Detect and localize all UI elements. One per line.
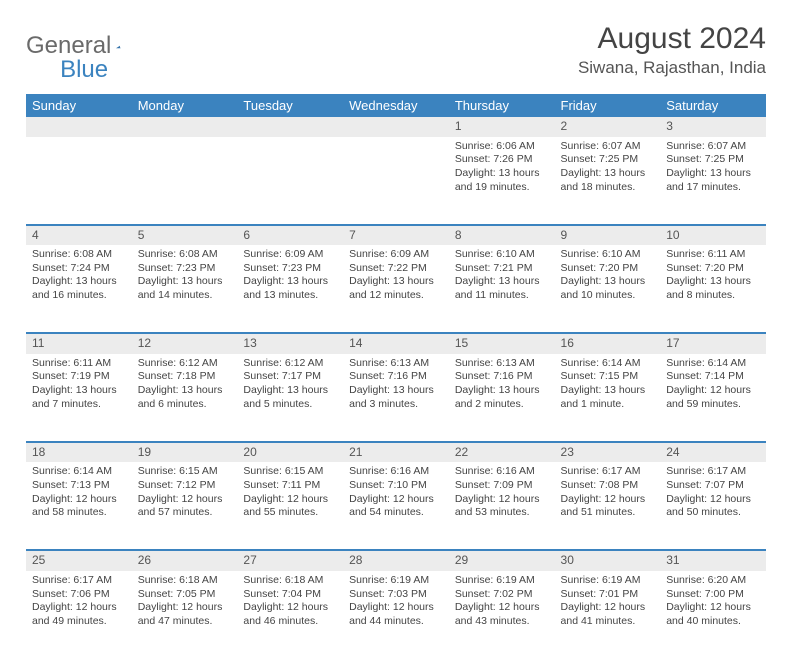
day-info: Sunrise: 6:15 AMSunset: 7:11 PMDaylight:…: [237, 462, 343, 550]
day-number: [132, 117, 238, 137]
day-number: 10: [660, 225, 766, 246]
brand-triangle-icon: [116, 38, 121, 56]
day-info: Sunrise: 6:09 AMSunset: 7:23 PMDaylight:…: [237, 245, 343, 333]
daynum-row: 45678910: [26, 225, 766, 246]
day-number: 18: [26, 442, 132, 463]
day-number: [343, 117, 449, 137]
day-info: Sunrise: 6:18 AMSunset: 7:05 PMDaylight:…: [132, 571, 238, 659]
day-number: 12: [132, 333, 238, 354]
col-friday: Friday: [555, 94, 661, 117]
day-number: 4: [26, 225, 132, 246]
day-info: Sunrise: 6:14 AMSunset: 7:15 PMDaylight:…: [555, 354, 661, 442]
day-info: Sunrise: 6:16 AMSunset: 7:10 PMDaylight:…: [343, 462, 449, 550]
day-info: Sunrise: 6:10 AMSunset: 7:20 PMDaylight:…: [555, 245, 661, 333]
day-info: Sunrise: 6:12 AMSunset: 7:18 PMDaylight:…: [132, 354, 238, 442]
day-info: Sunrise: 6:06 AMSunset: 7:26 PMDaylight:…: [449, 137, 555, 225]
day-number: 14: [343, 333, 449, 354]
day-number: 8: [449, 225, 555, 246]
day-number: 22: [449, 442, 555, 463]
day-number: 16: [555, 333, 661, 354]
day-info: Sunrise: 6:07 AMSunset: 7:25 PMDaylight:…: [555, 137, 661, 225]
day-number: [26, 117, 132, 137]
col-sunday: Sunday: [26, 94, 132, 117]
location-label: Siwana, Rajasthan, India: [578, 58, 766, 78]
day-info: Sunrise: 6:16 AMSunset: 7:09 PMDaylight:…: [449, 462, 555, 550]
day-info: Sunrise: 6:19 AMSunset: 7:02 PMDaylight:…: [449, 571, 555, 659]
day-number: 13: [237, 333, 343, 354]
day-info-row: Sunrise: 6:17 AMSunset: 7:06 PMDaylight:…: [26, 571, 766, 659]
day-info: [237, 137, 343, 225]
day-info: Sunrise: 6:09 AMSunset: 7:22 PMDaylight:…: [343, 245, 449, 333]
day-number: 21: [343, 442, 449, 463]
day-info-row: Sunrise: 6:08 AMSunset: 7:24 PMDaylight:…: [26, 245, 766, 333]
day-number: 24: [660, 442, 766, 463]
day-info: Sunrise: 6:19 AMSunset: 7:01 PMDaylight:…: [555, 571, 661, 659]
daynum-row: 18192021222324: [26, 442, 766, 463]
day-number: 17: [660, 333, 766, 354]
day-info-row: Sunrise: 6:11 AMSunset: 7:19 PMDaylight:…: [26, 354, 766, 442]
brand-logo: General: [26, 22, 145, 60]
day-info: Sunrise: 6:17 AMSunset: 7:07 PMDaylight:…: [660, 462, 766, 550]
day-number: 7: [343, 225, 449, 246]
day-number: 28: [343, 550, 449, 571]
day-number: 26: [132, 550, 238, 571]
day-info: Sunrise: 6:17 AMSunset: 7:06 PMDaylight:…: [26, 571, 132, 659]
day-number: 6: [237, 225, 343, 246]
day-info: Sunrise: 6:14 AMSunset: 7:13 PMDaylight:…: [26, 462, 132, 550]
day-info: Sunrise: 6:08 AMSunset: 7:24 PMDaylight:…: [26, 245, 132, 333]
day-info: Sunrise: 6:17 AMSunset: 7:08 PMDaylight:…: [555, 462, 661, 550]
day-number: 15: [449, 333, 555, 354]
day-number: 31: [660, 550, 766, 571]
day-number: 3: [660, 117, 766, 137]
day-number: 25: [26, 550, 132, 571]
col-thursday: Thursday: [449, 94, 555, 117]
col-monday: Monday: [132, 94, 238, 117]
calendar-table: Sunday Monday Tuesday Wednesday Thursday…: [26, 94, 766, 659]
day-number: 11: [26, 333, 132, 354]
day-number: 1: [449, 117, 555, 137]
day-info: Sunrise: 6:18 AMSunset: 7:04 PMDaylight:…: [237, 571, 343, 659]
day-number: 20: [237, 442, 343, 463]
day-number: 19: [132, 442, 238, 463]
brand-part2: Blue: [60, 56, 108, 83]
day-info: [343, 137, 449, 225]
day-info: Sunrise: 6:19 AMSunset: 7:03 PMDaylight:…: [343, 571, 449, 659]
day-info: Sunrise: 6:13 AMSunset: 7:16 PMDaylight:…: [449, 354, 555, 442]
day-number: [237, 117, 343, 137]
day-info: Sunrise: 6:11 AMSunset: 7:20 PMDaylight:…: [660, 245, 766, 333]
day-info: Sunrise: 6:07 AMSunset: 7:25 PMDaylight:…: [660, 137, 766, 225]
day-header-row: Sunday Monday Tuesday Wednesday Thursday…: [26, 94, 766, 117]
day-info: Sunrise: 6:20 AMSunset: 7:00 PMDaylight:…: [660, 571, 766, 659]
title-block: August 2024 Siwana, Rajasthan, India: [578, 22, 766, 78]
day-info: Sunrise: 6:15 AMSunset: 7:12 PMDaylight:…: [132, 462, 238, 550]
col-tuesday: Tuesday: [237, 94, 343, 117]
daynum-row: 25262728293031: [26, 550, 766, 571]
day-info: [26, 137, 132, 225]
day-info: Sunrise: 6:10 AMSunset: 7:21 PMDaylight:…: [449, 245, 555, 333]
day-info-row: Sunrise: 6:06 AMSunset: 7:26 PMDaylight:…: [26, 137, 766, 225]
day-number: 30: [555, 550, 661, 571]
day-info: [132, 137, 238, 225]
month-title: August 2024: [578, 22, 766, 56]
day-info: Sunrise: 6:08 AMSunset: 7:23 PMDaylight:…: [132, 245, 238, 333]
col-wednesday: Wednesday: [343, 94, 449, 117]
day-number: 9: [555, 225, 661, 246]
day-number: 5: [132, 225, 238, 246]
day-number: 29: [449, 550, 555, 571]
col-saturday: Saturday: [660, 94, 766, 117]
day-number: 2: [555, 117, 661, 137]
day-number: 23: [555, 442, 661, 463]
day-info: Sunrise: 6:13 AMSunset: 7:16 PMDaylight:…: [343, 354, 449, 442]
daynum-row: 123: [26, 117, 766, 137]
daynum-row: 11121314151617: [26, 333, 766, 354]
day-info: Sunrise: 6:12 AMSunset: 7:17 PMDaylight:…: [237, 354, 343, 442]
day-info: Sunrise: 6:11 AMSunset: 7:19 PMDaylight:…: [26, 354, 132, 442]
day-info-row: Sunrise: 6:14 AMSunset: 7:13 PMDaylight:…: [26, 462, 766, 550]
day-info: Sunrise: 6:14 AMSunset: 7:14 PMDaylight:…: [660, 354, 766, 442]
day-number: 27: [237, 550, 343, 571]
